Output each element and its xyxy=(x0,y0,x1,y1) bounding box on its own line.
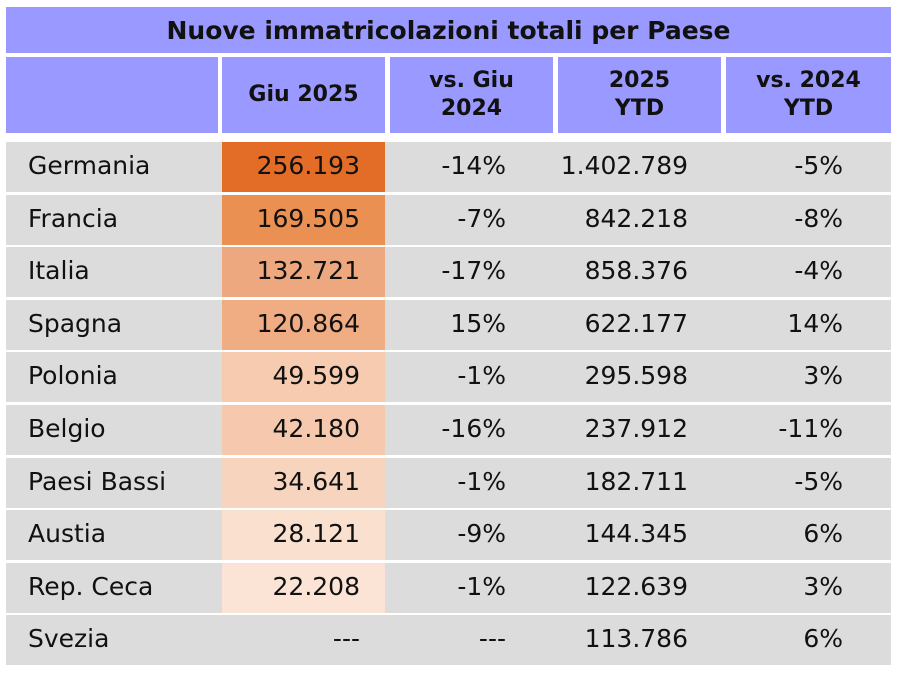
cell-vs-2024-ytd: -5% xyxy=(794,151,843,180)
heat-cell xyxy=(222,247,385,297)
cell-2025-ytd: 144.345 xyxy=(584,519,688,548)
heat-cell xyxy=(222,352,385,402)
cell-2025-ytd: 182.711 xyxy=(584,467,688,496)
cell-country: Belgio xyxy=(28,414,106,443)
table-row xyxy=(6,458,891,508)
cell-2025-ytd: 622.177 xyxy=(584,309,688,338)
table-row xyxy=(6,142,891,192)
table-row xyxy=(6,195,891,245)
cell-giu-2025: 42.180 xyxy=(272,414,360,443)
cell-country: Germania xyxy=(28,151,151,180)
cell-vs-giu-2024: -1% xyxy=(457,361,506,390)
cell-country: Austia xyxy=(28,519,107,548)
cell-country: Svezia xyxy=(28,624,110,653)
cell-vs-2024-ytd: 3% xyxy=(803,572,843,601)
cell-giu-2025: 49.599 xyxy=(272,361,360,390)
cell-vs-giu-2024: -1% xyxy=(457,572,506,601)
heat-cell xyxy=(222,458,385,508)
cell-giu-2025: 28.121 xyxy=(272,519,360,548)
heat-cell xyxy=(222,142,385,192)
heat-cell xyxy=(222,405,385,455)
cell-2025-ytd: 842.218 xyxy=(584,204,688,233)
cell-giu-2025: 34.641 xyxy=(272,467,360,496)
cell-giu-2025: 22.208 xyxy=(272,572,360,601)
table-row xyxy=(6,510,891,560)
cell-vs-2024-ytd: 6% xyxy=(803,624,843,653)
cell-vs-giu-2024: -7% xyxy=(457,204,506,233)
heat-cell xyxy=(222,563,385,613)
cell-giu-2025: 132.721 xyxy=(256,256,360,285)
cell-country: Italia xyxy=(28,256,90,285)
cell-vs-2024-ytd: 6% xyxy=(803,519,843,548)
table-row xyxy=(6,563,891,613)
header-vs-2024-ytd: vs. 2024 YTD xyxy=(726,57,891,133)
cell-giu-2025: 256.193 xyxy=(256,151,360,180)
cell-2025-ytd: 122.639 xyxy=(584,572,688,601)
cell-2025-ytd: 1.402.789 xyxy=(560,151,688,180)
cell-vs-giu-2024: 15% xyxy=(450,309,506,338)
heat-cell xyxy=(222,510,385,560)
cell-vs-2024-ytd: 14% xyxy=(787,309,843,338)
cell-country: Polonia xyxy=(28,361,118,390)
cell-giu-2025: 169.505 xyxy=(256,204,360,233)
cell-country: Rep. Ceca xyxy=(28,572,154,601)
cell-country: Spagna xyxy=(28,309,123,338)
cell-vs-2024-ytd: 3% xyxy=(803,361,843,390)
cell-vs-giu-2024: -9% xyxy=(457,519,506,548)
cell-vs-2024-ytd: -4% xyxy=(794,256,843,285)
cell-vs-giu-2024: --- xyxy=(478,624,506,653)
cell-2025-ytd: 237.912 xyxy=(584,414,688,443)
cell-2025-ytd: 858.376 xyxy=(584,256,688,285)
cell-giu-2025: 120.864 xyxy=(256,309,360,338)
cell-giu-2025: --- xyxy=(332,624,360,653)
table-row xyxy=(6,300,891,350)
cell-vs-giu-2024: -17% xyxy=(441,256,506,285)
cell-vs-2024-ytd: -11% xyxy=(778,414,843,443)
table-row xyxy=(6,247,891,297)
cell-vs-2024-ytd: -5% xyxy=(794,467,843,496)
header-giu-2025: Giu 2025 xyxy=(222,57,385,133)
cell-vs-giu-2024: -16% xyxy=(441,414,506,443)
table-title: Nuove immatricolazioni totali per Paese xyxy=(6,7,891,53)
cell-2025-ytd: 113.786 xyxy=(584,624,688,653)
cell-country: Paesi Bassi xyxy=(28,467,167,496)
cell-country: Francia xyxy=(28,204,119,233)
header-2025-ytd: 2025 YTD xyxy=(558,57,721,133)
cell-vs-giu-2024: -1% xyxy=(457,467,506,496)
heat-cell xyxy=(222,195,385,245)
cell-vs-2024-ytd: -8% xyxy=(794,204,843,233)
table-row xyxy=(6,405,891,455)
heat-cell xyxy=(222,300,385,350)
table-row xyxy=(6,615,891,665)
table-row xyxy=(6,352,891,402)
header-vs-giu-2024: vs. Giu 2024 xyxy=(390,57,553,133)
header-country xyxy=(6,57,218,133)
cell-vs-giu-2024: -14% xyxy=(441,151,506,180)
cell-2025-ytd: 295.598 xyxy=(584,361,688,390)
